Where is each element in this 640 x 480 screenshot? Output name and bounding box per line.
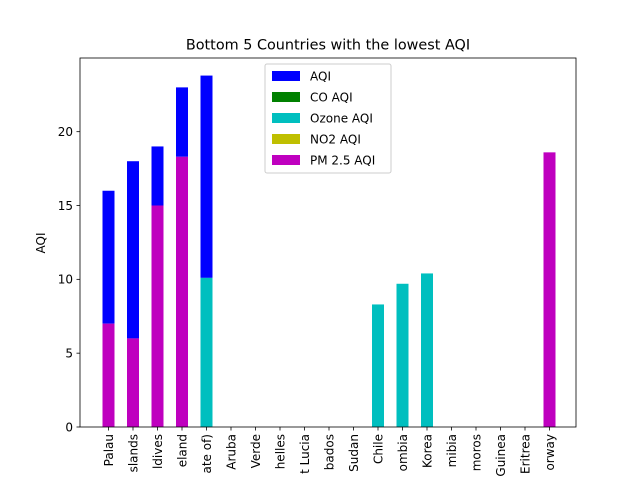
bar-pm-2-5-aqi-norway xyxy=(543,152,556,428)
x-tick-label: Guinea xyxy=(494,434,508,477)
x-tick-label: bados xyxy=(323,434,337,470)
legend-label: AQI xyxy=(310,70,331,84)
legend: AQI CO AQI Ozone AQI NO2 AQI PM 2.5 AQI xyxy=(264,63,392,174)
bar-ozone-aqi-colombia xyxy=(396,283,409,427)
bars-layer xyxy=(102,75,556,428)
bar-ozone-aqi-chile xyxy=(372,304,384,427)
bar-pm-2-5-aqi-palau xyxy=(102,323,115,427)
x-tick-label: Eritrea xyxy=(519,434,533,474)
x-tick-label: orway xyxy=(543,434,557,471)
bar-aqi-state-of- xyxy=(200,75,213,278)
bar-pm-2-5-aqi-islands xyxy=(127,338,139,427)
bar-aqi-maldives xyxy=(151,146,164,206)
y-tick-label: 20 xyxy=(58,125,73,139)
y-tick-label: 10 xyxy=(58,273,73,287)
plot-frame xyxy=(79,57,577,428)
x-tick-label: mibia xyxy=(445,434,459,467)
x-axis-ticks: Palau slands ldives eland ate of) Aruba Verde h… xyxy=(102,427,557,477)
y-tick-label: 15 xyxy=(58,199,73,213)
legend-swatch xyxy=(272,134,300,144)
x-tick-label: helles xyxy=(274,434,288,469)
legend-label: CO AQI xyxy=(310,91,353,105)
x-tick-label: moros xyxy=(470,434,484,471)
x-tick-label: ombia xyxy=(396,434,410,471)
bar-aqi-islands xyxy=(127,161,139,339)
y-tick-label: 5 xyxy=(65,346,73,360)
legend-label: PM 2.5 AQI xyxy=(310,154,375,168)
x-tick-label: Chile xyxy=(372,434,386,464)
x-tick-label: Korea xyxy=(421,434,435,468)
x-tick-label: Sudan xyxy=(347,434,361,472)
legend-swatch xyxy=(272,155,300,165)
x-tick-label: Aruba xyxy=(225,434,239,470)
chart-title: Bottom 5 Countries with the lowest AQI xyxy=(186,38,470,54)
legend-label: Ozone AQI xyxy=(310,112,373,126)
bar-ozone-aqi-state-of- xyxy=(200,277,213,427)
bar-aqi-palau xyxy=(102,190,115,324)
x-tick-label: eland xyxy=(176,434,190,467)
x-tick-label: Verde xyxy=(249,434,263,468)
x-tick-label: ate of) xyxy=(200,434,214,474)
bar-ozone-aqi-korea xyxy=(421,273,433,427)
x-tick-label: Palau xyxy=(102,434,116,466)
x-tick-label: t Lucia xyxy=(298,434,312,474)
legend-label: NO2 AQI xyxy=(310,133,361,147)
bar-aqi-iceland xyxy=(176,87,188,157)
legend-swatch xyxy=(272,71,300,81)
x-tick-label: slands xyxy=(127,434,141,472)
x-tick-label: ldives xyxy=(151,434,165,469)
y-axis-ticks: 0 5 10 15 20 xyxy=(58,125,80,434)
bar-pm-2-5-aqi-maldives xyxy=(151,205,164,427)
y-tick-label: 0 xyxy=(65,420,73,434)
bar-pm-2-5-aqi-iceland xyxy=(176,156,188,427)
legend-swatch xyxy=(272,113,300,123)
legend-frame xyxy=(264,63,392,174)
y-axis-title: AQI xyxy=(34,233,48,254)
legend-swatch xyxy=(272,92,300,102)
